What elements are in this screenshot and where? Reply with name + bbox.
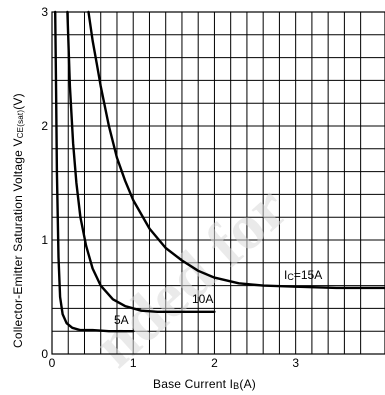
watermark-text: nded for — [80, 172, 301, 381]
x-tick-label: 0 — [49, 356, 56, 370]
x-axis-label-main: Base Current I — [153, 377, 233, 391]
x-tick-label: 1 — [130, 356, 137, 370]
x-axis-label-sub: B — [233, 381, 239, 391]
y-tick-label: 3 — [41, 5, 48, 19]
series-label-15a-rest: =15A — [294, 268, 322, 282]
series-label-15a: IC=15A — [284, 268, 322, 282]
y-axis-label: Collector-Emitter Saturation Voltage VCE… — [11, 93, 25, 348]
y-tick-label: 1 — [41, 233, 48, 247]
x-tick-label: 3 — [292, 356, 299, 370]
y-tick-label: 0 — [41, 347, 48, 361]
series-line-ic-15a — [87, 10, 385, 290]
y-axis-label-main: Collector-Emitter Saturation Voltage V — [11, 138, 25, 348]
series-label-15a-main: I — [284, 268, 287, 282]
curves — [54, 10, 385, 333]
x-axis-label: Base Current IB(A) — [153, 377, 256, 391]
x-axis-label-unit: (A) — [239, 377, 256, 391]
series-line-10a — [66, 10, 216, 313]
y-tick-label: 2 — [41, 119, 48, 133]
y-axis-label-sub: CE(sat) — [16, 110, 25, 139]
y-axis-label-unit: (V) — [11, 93, 25, 110]
x-tick-labels: 0 1 2 3 — [49, 356, 300, 370]
series-label-15a-sub: C — [287, 272, 294, 282]
plot-frame — [51, 11, 385, 355]
series-label-10a: 10A — [192, 292, 213, 306]
series-line-5a — [54, 10, 135, 333]
y-tick-labels: 0 1 2 3 — [41, 5, 48, 361]
series-label-5a: 5A — [114, 313, 129, 327]
grid — [52, 12, 385, 354]
watermark: nded for — [80, 172, 301, 381]
x-tick-label: 2 — [211, 356, 218, 370]
